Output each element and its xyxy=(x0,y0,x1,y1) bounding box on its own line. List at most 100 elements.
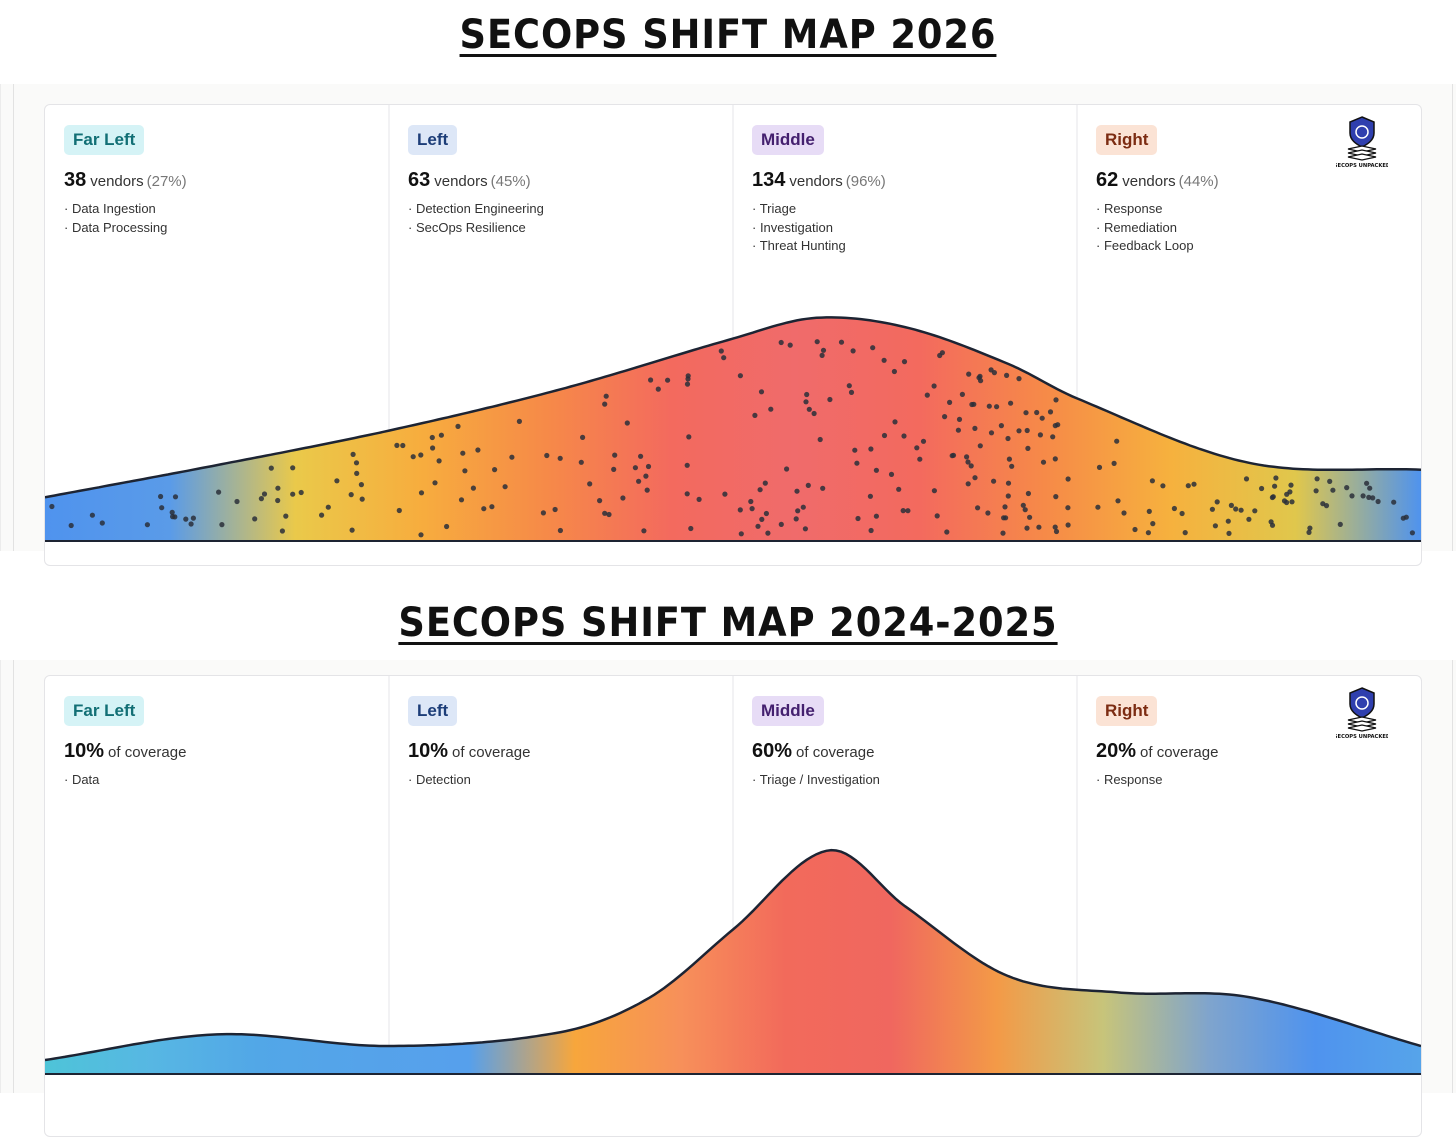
vendor-dot xyxy=(988,430,995,436)
vendor-dot xyxy=(977,443,983,449)
vendor-dot xyxy=(998,423,1005,429)
segment-stat: 134 vendors (96%) xyxy=(752,169,1077,192)
vendor-dot xyxy=(1096,464,1103,470)
chart-card-2024-2025: Far Left 10% of coverage · Data Left 10% of co… xyxy=(44,675,1422,1137)
vendor-dot xyxy=(737,507,743,513)
vendor-dot xyxy=(805,482,811,488)
vendor-dot xyxy=(234,498,240,505)
segment-item: · SecOps Resilience xyxy=(408,219,526,235)
chart-card-2026: Far Left 38 vendors (27%) · Data Ingestion · … xyxy=(44,104,1422,566)
vendor-dot xyxy=(1273,475,1279,481)
vendor-dot xyxy=(1005,480,1012,486)
vendor-dot xyxy=(1037,432,1043,438)
vendor-dot xyxy=(762,480,768,486)
vendor-dot xyxy=(298,489,304,496)
segment-count: 10% xyxy=(64,740,105,762)
vendor-dot xyxy=(1053,494,1059,500)
vendor-dot xyxy=(696,496,702,502)
vendor-dot xyxy=(978,378,984,384)
vendor-dot xyxy=(977,373,983,379)
vendor-dot xyxy=(749,506,755,512)
vendor-dot xyxy=(1281,498,1288,504)
vendor-dot xyxy=(1016,376,1022,382)
vendor-dot xyxy=(643,473,649,479)
vendor-dot xyxy=(1036,524,1042,530)
vendor-dot xyxy=(606,511,612,518)
vendor-dot xyxy=(758,389,765,395)
vendor-dot xyxy=(290,491,296,497)
vendor-dot xyxy=(632,465,639,471)
chart-title-2024-2025: SECOPS SHIFT MAP 2024-2025 xyxy=(398,600,1058,646)
vendor-dot xyxy=(846,383,852,389)
vendor-dot xyxy=(721,355,727,361)
vendor-dot xyxy=(557,527,564,534)
vendor-dot xyxy=(1171,505,1177,512)
vendor-dot xyxy=(183,516,189,522)
vendor-dot xyxy=(1114,438,1120,444)
vendor-dot xyxy=(868,527,874,534)
area-outline xyxy=(45,848,1421,1062)
vendor-dot xyxy=(396,507,402,514)
vendor-dot xyxy=(1403,514,1409,520)
segment-unit: vendors xyxy=(90,173,144,190)
segment-items: · Response · Remediation · Feedback Loop xyxy=(1096,200,1421,256)
vendor-dot xyxy=(354,470,360,476)
segment-percent: (27%) xyxy=(146,173,187,190)
vendor-dot xyxy=(1391,499,1397,505)
vendor-dot xyxy=(350,451,356,457)
segment-column: Left 10% of coverage · Detection xyxy=(389,676,733,790)
segment-column: Right 62 vendors (44%) · Response · Remediati… xyxy=(1077,105,1421,256)
vendor-dot xyxy=(1179,510,1185,517)
segment-count: 20% xyxy=(1096,740,1137,762)
vendor-dot xyxy=(394,442,400,448)
vendor-dot xyxy=(1214,499,1220,505)
vendor-dot xyxy=(1284,491,1290,497)
vendor-dot xyxy=(1145,530,1151,536)
vendor-dot xyxy=(931,383,937,389)
vendor-dot xyxy=(430,445,436,451)
segment-stat: 60% of coverage xyxy=(752,740,1077,763)
vendor-dot xyxy=(811,410,817,417)
vendor-dot xyxy=(444,523,450,530)
vendor-dot xyxy=(418,452,424,458)
vendor-dot xyxy=(1337,521,1343,527)
vendor-dot xyxy=(1146,508,1152,514)
vendor-dot xyxy=(169,509,175,515)
vendor-dot xyxy=(1307,525,1313,531)
vendor-dot xyxy=(1022,507,1028,513)
vendor-dot xyxy=(348,492,354,498)
segment-unit: of coverage xyxy=(1140,744,1219,761)
vendor-dot xyxy=(1004,372,1010,378)
segment-percent: (45%) xyxy=(490,173,531,190)
vendor-dot xyxy=(939,350,946,356)
vendor-dot xyxy=(1360,493,1366,499)
vendor-dot xyxy=(1306,529,1312,535)
vendor-dot xyxy=(418,490,425,496)
vendor-dot xyxy=(688,525,694,532)
vendor-dot xyxy=(1065,522,1071,528)
vendor-dot xyxy=(965,459,971,465)
vendor-dot xyxy=(755,523,761,529)
vendor-dot xyxy=(964,454,970,460)
vendor-dot xyxy=(965,481,971,487)
vendor-dot xyxy=(986,403,992,409)
vendor-dot xyxy=(159,505,165,511)
vendor-dot xyxy=(1160,483,1166,489)
vendor-dot xyxy=(738,531,744,537)
vendor-dot xyxy=(795,508,801,514)
vendor-dot xyxy=(587,481,593,487)
segment-count: 63 xyxy=(408,169,431,191)
vendor-dot xyxy=(552,506,558,513)
vendor-dot xyxy=(1027,514,1033,520)
vendor-dot xyxy=(819,352,825,358)
vendor-dot xyxy=(349,527,355,533)
chart-title-2026: SECOPS SHIFT MAP 2026 xyxy=(459,12,997,58)
segment-item: · Detection Engineering xyxy=(408,201,544,216)
vendor-dot xyxy=(49,503,55,510)
vendor-dot xyxy=(1150,521,1156,527)
vendor-dot xyxy=(1047,409,1054,415)
vendor-dot xyxy=(655,386,661,392)
vendor-dot xyxy=(944,529,950,535)
vendor-dot xyxy=(817,436,823,443)
vendor-dot xyxy=(283,513,289,519)
